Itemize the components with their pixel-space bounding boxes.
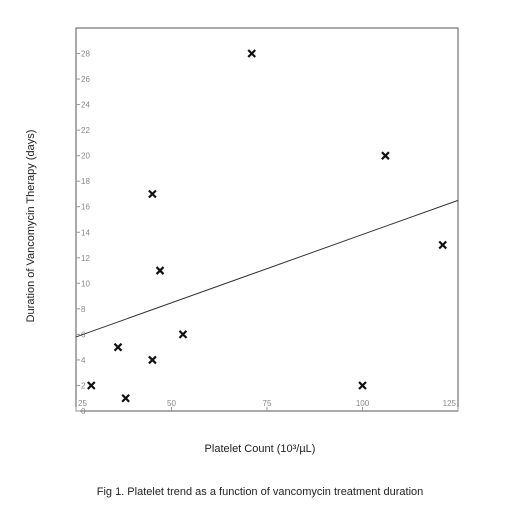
y-tick-label: 14 [81,228,90,237]
y-tick-label: 12 [81,254,90,263]
x-tick-label: 50 [167,399,176,408]
y-tick-label: 6 [81,330,86,339]
figure-caption: Fig 1. Platelet trend as a function of v… [97,486,424,498]
x-axis-ticks: 25 50 75 100 125 [75,399,459,411]
y-tick-label: 0 [81,407,86,416]
y-tick-label: 28 [81,50,90,59]
data-point-marker [178,330,188,339]
y-axis-title: Duration of Vancomycin Therapy (days) [25,130,37,323]
data-point-marker [121,393,130,403]
x-tick-label: 125 [443,399,457,408]
data-point-marker [155,266,165,275]
data-point-marker [438,240,447,250]
trendline-layer [75,199,459,338]
y-tick-label: 16 [81,203,90,212]
y-tick-label: 20 [81,152,90,161]
data-point-marker [113,342,123,352]
y-tick-label: 22 [81,126,90,135]
y-tick-label: 18 [81,177,90,186]
plot-area [75,27,459,412]
x-tick-label: 25 [78,399,87,408]
y-tick-label: 2 [81,381,86,390]
data-point-marker [247,49,256,58]
data-point-marker [87,381,96,390]
y-tick-label: 10 [81,279,90,288]
x-tick-label: 100 [356,399,370,408]
x-tick-label: 75 [263,399,272,408]
data-point-marker [148,189,157,199]
data-point-marker [381,151,390,160]
data-point-marker [358,381,367,390]
y-tick-label: 24 [81,101,90,110]
x-axis-title: Platelet Count (10³/µL) [205,443,316,455]
y-axis-ticks: 0246810121416182022242628 [76,50,90,416]
data-points [87,49,447,403]
y-tick-label: 26 [81,75,90,84]
y-tick-label: 8 [81,305,86,314]
y-tick-label: 4 [81,356,86,365]
trendline [75,199,459,338]
data-point-marker [148,355,157,365]
